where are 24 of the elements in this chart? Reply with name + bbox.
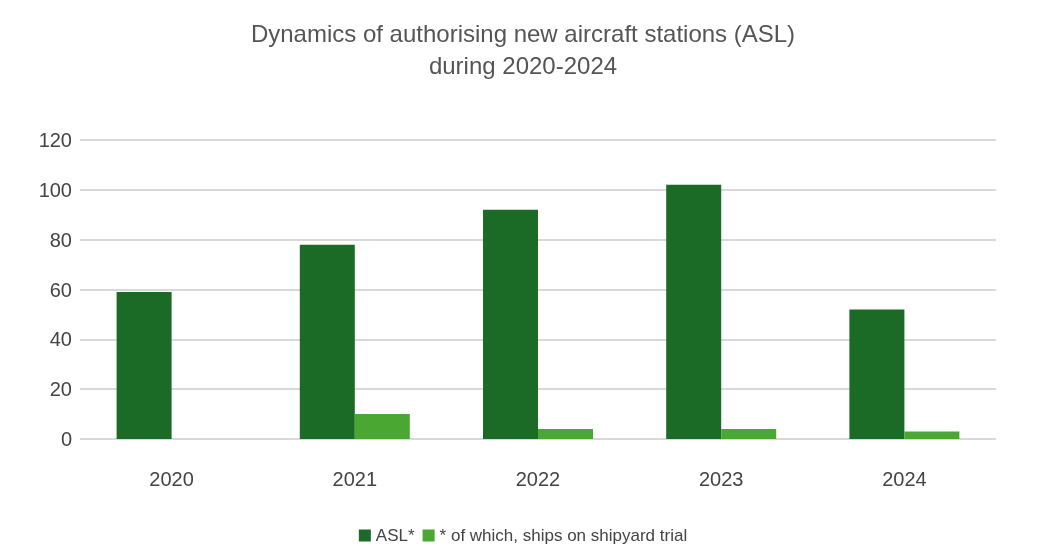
y-tick-label: 80	[49, 228, 72, 251]
y-tick-label: 120	[38, 129, 72, 151]
x-tick-label: 2024	[882, 468, 927, 490]
x-tick-label: 2021	[332, 468, 378, 490]
bar	[299, 244, 355, 439]
x-tick-label: 2022	[515, 468, 561, 490]
y-tick-label: 60	[49, 278, 72, 301]
bar	[354, 414, 410, 439]
y-tick-label: 40	[49, 328, 72, 351]
bar	[116, 291, 172, 439]
x-tick-label: 2020	[149, 468, 194, 490]
chart-title: Dynamics of authorising new aircraft stations (ASL) during 2020-2024	[250, 19, 796, 79]
legend-label: ASL*	[375, 526, 415, 545]
bar	[904, 431, 960, 439]
bar	[483, 209, 538, 439]
bar	[849, 309, 905, 439]
bar	[721, 429, 777, 439]
y-tick-label: 100	[38, 178, 72, 201]
bar	[666, 184, 722, 439]
x-tick-label: 2023	[698, 468, 744, 490]
legend-label: * of which, ships on shipyard trial	[439, 526, 688, 545]
y-tick-label: 0	[60, 428, 72, 450]
bar	[538, 429, 593, 439]
y-tick-label: 20	[49, 378, 72, 401]
